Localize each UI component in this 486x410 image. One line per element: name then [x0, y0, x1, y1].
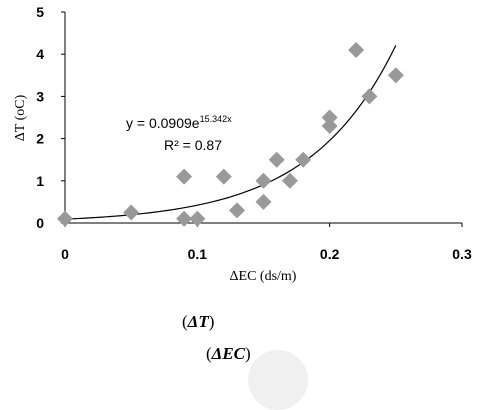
- y-tick-label: 2: [36, 131, 44, 147]
- y-tick-label: 0: [36, 215, 44, 231]
- data-point: [215, 168, 232, 185]
- trendline-group: [64, 45, 397, 220]
- data-point: [268, 151, 285, 168]
- y-tick-label: 3: [36, 88, 44, 104]
- y-tick-label: 5: [36, 4, 44, 20]
- caption-delta-ec: (ΔEC): [206, 344, 251, 363]
- data-point: [255, 172, 272, 189]
- trendline-equation-exponent: 15.342x: [200, 114, 233, 124]
- data-point: [321, 109, 338, 126]
- x-axis-title: ΔEC (ds/m): [230, 269, 297, 284]
- r-squared-label: R² = 0.87: [164, 137, 222, 153]
- data-point: [281, 172, 298, 189]
- data-point: [176, 168, 193, 185]
- data-point: [387, 67, 404, 84]
- exponential-trendline: [64, 45, 397, 220]
- data-point: [295, 151, 312, 168]
- caption-delta-t: (ΔT): [182, 312, 215, 331]
- x-tick-label: 0: [61, 246, 69, 262]
- data-point: [348, 41, 365, 58]
- data-point: [57, 210, 73, 227]
- y-axis-title: ΔT (oC): [13, 94, 28, 141]
- data-points: [57, 41, 404, 227]
- trendline-equation: y = 0.0909e15.342x: [126, 114, 232, 131]
- y-tick-label: 1: [36, 173, 44, 189]
- data-point: [361, 88, 378, 105]
- data-point: [176, 210, 193, 227]
- data-point: [255, 193, 272, 210]
- trendline-equation-base: y = 0.0909e: [126, 115, 200, 131]
- watermark-circle: [248, 350, 308, 410]
- chart-tick-labels: 0 1 2 3 4 5 0 0.1 0.2 0.3: [36, 4, 472, 262]
- data-point: [321, 117, 338, 134]
- y-tick-label: 4: [36, 46, 44, 62]
- data-point: [123, 204, 140, 221]
- data-point: [229, 202, 246, 219]
- x-tick-label: 0.3: [452, 246, 472, 262]
- chart-axes: [61, 11, 463, 227]
- data-point: [189, 210, 206, 227]
- scatter-chart: 0 1 2 3 4 5 0 0.1 0.2 0.3 y = 0.0909e15.342x R² =…: [13, 4, 472, 284]
- x-tick-label: 0.2: [320, 246, 340, 262]
- x-tick-label: 0.1: [188, 246, 208, 262]
